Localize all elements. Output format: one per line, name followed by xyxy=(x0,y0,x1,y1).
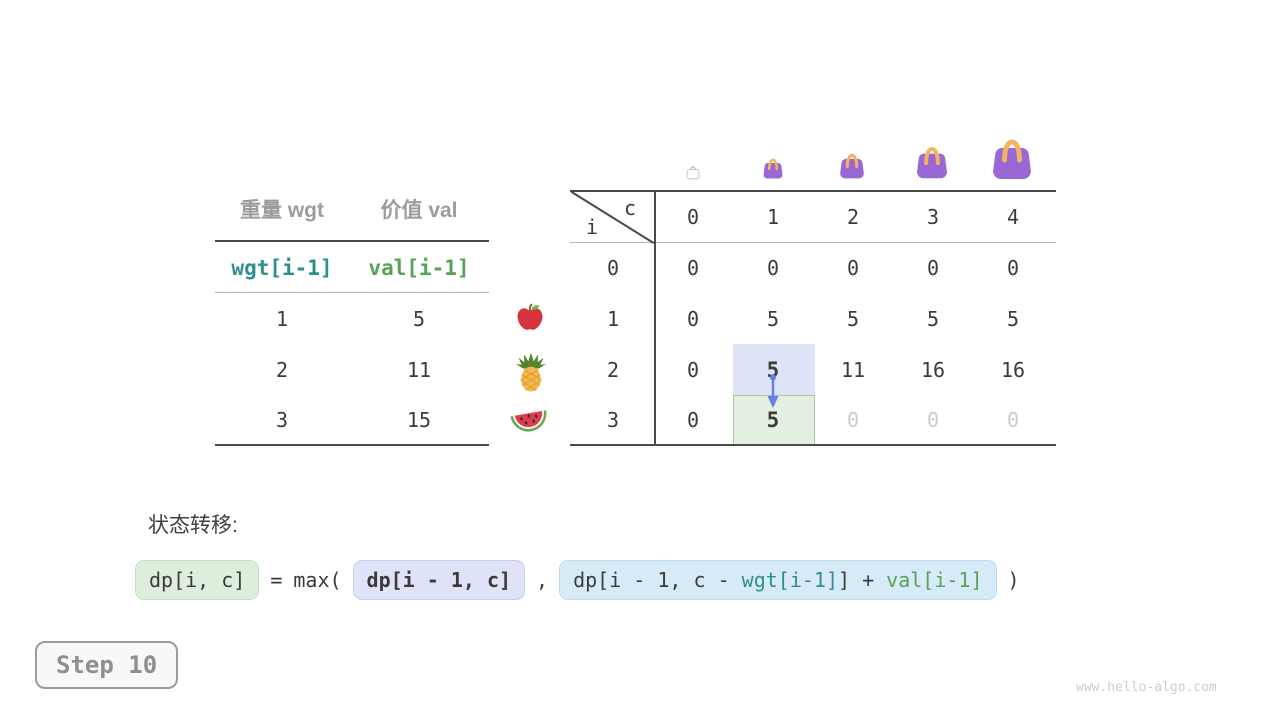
dp-cell: 0 xyxy=(846,256,860,280)
dp-cell: 5 xyxy=(846,307,860,331)
option2-val-term: val[i-1] xyxy=(886,568,983,592)
items-table-bottom-rule xyxy=(215,444,489,446)
dp-table-bottom-rule xyxy=(570,444,1056,446)
dp-cell: 0 xyxy=(686,358,700,382)
dp-cell-target: 5 xyxy=(766,408,780,432)
formula-box-result: dp[i, c] xyxy=(135,560,260,600)
items-header-weight: 重量 wgt xyxy=(240,199,324,222)
equals-sign: = xyxy=(270,568,283,592)
dp-cell: 16 xyxy=(1000,358,1026,382)
item-weight-cell: 1 xyxy=(275,307,289,331)
item-weight-cell: 3 xyxy=(275,408,289,432)
row-header: 1 xyxy=(606,307,620,331)
col-header: 1 xyxy=(766,205,780,229)
dp-cell: 5 xyxy=(926,307,940,331)
empty-bag-icon xyxy=(686,166,700,180)
handbag-icon xyxy=(840,153,864,179)
option2-wgt-term: wgt[i-1] xyxy=(741,568,838,592)
pineapple-icon xyxy=(515,352,547,392)
wgt-index-label: wgt[i-1] xyxy=(231,256,333,280)
dp-cell: 0 xyxy=(686,408,700,432)
option2-prefix: dp[i - 1, c - xyxy=(573,568,742,592)
dp-cell-source: 5 xyxy=(766,358,780,382)
dp-cell: 0 xyxy=(1006,408,1020,432)
handbag-icon xyxy=(917,146,947,179)
dp-cell: 0 xyxy=(926,408,940,432)
row-header: 0 xyxy=(606,256,620,280)
dp-cell: 16 xyxy=(920,358,946,382)
dp-cell: 0 xyxy=(766,256,780,280)
dp-cell: 5 xyxy=(766,307,780,331)
row-header: 2 xyxy=(606,358,620,382)
dp-cell: 11 xyxy=(840,358,866,382)
col-header: 4 xyxy=(1006,205,1020,229)
col-header: 0 xyxy=(686,205,700,229)
item-value-cell: 5 xyxy=(412,307,426,331)
step-badge: Step 10 xyxy=(35,641,179,689)
dp-cell: 0 xyxy=(686,256,700,280)
items-header-value: 价值 val xyxy=(380,199,458,222)
item-value-cell: 11 xyxy=(406,358,432,382)
corner-i-label: i xyxy=(585,215,599,239)
watermark: www.hello-algo.com xyxy=(1076,680,1217,695)
apple-icon xyxy=(517,303,543,330)
formula-box-option2: dp[i - 1, c - wgt[i-1]] + val[i-1] xyxy=(559,560,997,600)
col-header: 2 xyxy=(846,205,860,229)
dp-table-header-rule xyxy=(570,242,1056,243)
state-transition-formula: dp[i, c] = max( dp[i - 1, c] , dp[i - 1,… xyxy=(135,560,1020,600)
items-table-header-rule xyxy=(215,240,489,242)
close-paren: ) xyxy=(1007,568,1020,592)
handbag-icon xyxy=(763,158,783,179)
items-table-index-rule xyxy=(215,292,489,293)
item-value-cell: 15 xyxy=(406,408,432,432)
dp-cell: 0 xyxy=(846,408,860,432)
comma: , xyxy=(536,568,549,592)
dp-cell: 0 xyxy=(1006,256,1020,280)
watermelon-icon xyxy=(510,410,547,432)
arrow-down-icon xyxy=(767,374,779,408)
formula-label: 状态转移: xyxy=(148,514,238,537)
dp-table-vertical-rule xyxy=(654,190,656,446)
row-header: 3 xyxy=(606,408,620,432)
corner-c-label: c xyxy=(623,196,637,220)
handbag-icon xyxy=(993,139,1031,179)
dp-cell: 0 xyxy=(686,307,700,331)
option2-middle: ] + xyxy=(838,568,887,592)
max-open: max( xyxy=(293,568,342,592)
dp-table-top-rule xyxy=(570,190,1056,192)
highlight-target-cell xyxy=(733,395,815,445)
dp-cell: 0 xyxy=(926,256,940,280)
val-index-label: val[i-1] xyxy=(368,256,470,280)
dp-cell: 5 xyxy=(1006,307,1020,331)
col-header: 3 xyxy=(926,205,940,229)
item-weight-cell: 2 xyxy=(275,358,289,382)
formula-box-option1: dp[i - 1, c] xyxy=(352,560,526,600)
